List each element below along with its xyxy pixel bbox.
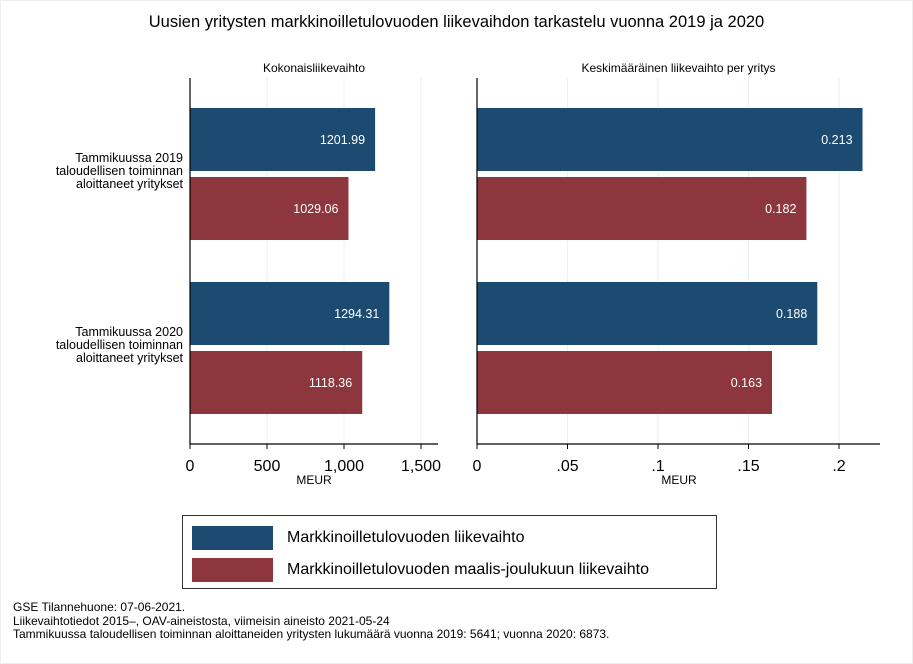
chart-svg: 1201.99 1294.31 1029.06 1118.36 0 500 1,000 1,5… [186, 78, 880, 487]
bar [190, 351, 363, 414]
category-label-line: taloudellisen toiminnan [55, 338, 183, 352]
bar-value-label: 0.188 [776, 307, 807, 321]
category-label-line: aloittaneet yritykset [76, 351, 183, 365]
bar [190, 108, 376, 171]
footnotes: GSE Tilannehuone: 07-06-2021. Liikevaiht… [13, 600, 610, 642]
x-axis-title: MEUR [296, 473, 332, 487]
legend-label: Markkinoilletulovuoden liikevaihto [287, 528, 525, 546]
bar-value-label: 0.213 [821, 133, 852, 147]
bar [477, 351, 773, 414]
bar-value-label: 0.182 [765, 202, 796, 216]
legend-swatch-red [192, 557, 273, 582]
x-tick-label: .2 [832, 458, 845, 475]
legend: Markkinoilletulovuoden liikevaihto Markk… [182, 515, 717, 589]
legend-item: Markkinoilletulovuoden liikevaihto [192, 525, 524, 550]
bar-value-label: 1201.99 [320, 133, 365, 147]
bar [477, 282, 818, 345]
category-label-line: Tammikuussa 2020 [75, 325, 183, 339]
x-tick-label: 500 [254, 458, 281, 475]
x-axis-title: MEUR [661, 473, 697, 487]
x-tick-label: 1,000 [324, 458, 364, 475]
category-label-2019: Tammikuussa 2019 taloudellisen toiminnan… [56, 152, 183, 191]
panel-title-total: Kokonaisliikevaihto [262, 61, 366, 75]
x-tick-label: 1,500 [401, 458, 441, 475]
panel-title-average: Keskimääräinen liikevaihto per yritys [581, 61, 776, 75]
x-tick-label: .1 [651, 458, 664, 475]
x-tick-label: .15 [737, 458, 759, 475]
bar [477, 108, 863, 171]
bar-value-label: 0.163 [731, 376, 762, 390]
footnote-line: Liikevaihtotiedot 2015–, OAV-aineistosta… [13, 613, 390, 628]
legend-label: Markkinoilletulovuoden maalis-joulukuun … [287, 560, 649, 578]
category-label-line: Tammikuussa 2019 [75, 151, 183, 165]
footnote-line: Tammikuussa taloudellisen toiminnan aloi… [13, 627, 610, 641]
bar [190, 177, 349, 240]
bar-value-label: 1118.36 [309, 376, 352, 390]
legend-item: Markkinoilletulovuoden maalis-joulukuun … [192, 557, 649, 582]
bar-value-label: 1029.06 [293, 202, 338, 216]
bar [190, 282, 390, 345]
category-label-line: taloudellisen toiminnan [55, 164, 183, 178]
bar [477, 177, 807, 240]
category-label-2020: Tammikuussa 2020 taloudellisen toiminnan… [56, 326, 183, 365]
x-tick-label: .05 [556, 458, 578, 475]
x-tick-label: 0 [473, 458, 482, 475]
x-tick-label: 0 [186, 458, 195, 475]
bar-value-label: 1294.31 [334, 307, 379, 321]
chart-title: Uusien yritysten markkinoilletulovuoden … [148, 13, 765, 31]
legend-swatch-blue [192, 525, 273, 550]
footnote-line: GSE Tilannehuone: 07-06-2021. [13, 600, 186, 614]
category-label-line: aloittaneet yritykset [76, 177, 183, 191]
